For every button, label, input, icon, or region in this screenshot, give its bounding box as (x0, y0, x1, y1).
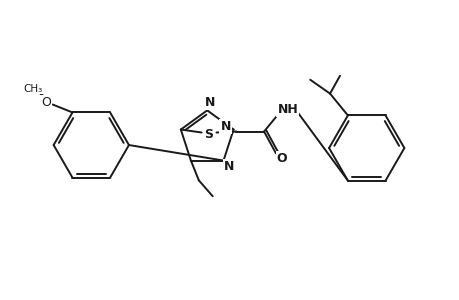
Text: N: N (220, 120, 230, 133)
Text: CH₃: CH₃ (23, 84, 42, 94)
Text: N: N (224, 160, 234, 173)
Text: N: N (205, 96, 215, 109)
Text: O: O (276, 152, 286, 165)
Text: NH: NH (277, 103, 297, 116)
Text: O: O (41, 96, 50, 109)
Text: S: S (204, 128, 213, 141)
